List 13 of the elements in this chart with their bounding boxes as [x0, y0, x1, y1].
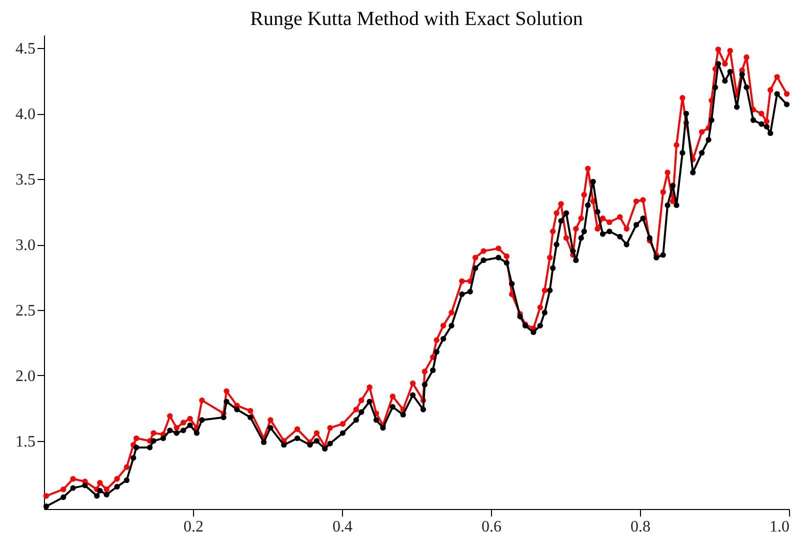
- chart-title: Runge Kutta Method with Exact Solution: [250, 8, 583, 30]
- y-tick-label: 4.0: [16, 106, 36, 124]
- x-tick-label: 1.0: [770, 518, 790, 536]
- y-tick-label: 2.5: [16, 302, 36, 320]
- y-tick-label: 1.5: [16, 433, 36, 450]
- x-tick-label: 0.8: [630, 518, 650, 536]
- y-tick-label: 3.5: [16, 172, 36, 189]
- y-tick-label: 2.0: [16, 368, 36, 385]
- y-tick-label: 3.0: [16, 237, 36, 254]
- x-tick-label: 0.6: [482, 518, 502, 536]
- y-tick-label: 4.5: [16, 40, 36, 58]
- x-tick-label: 0.2: [184, 518, 204, 536]
- x-tick-label: 0.4: [332, 518, 352, 536]
